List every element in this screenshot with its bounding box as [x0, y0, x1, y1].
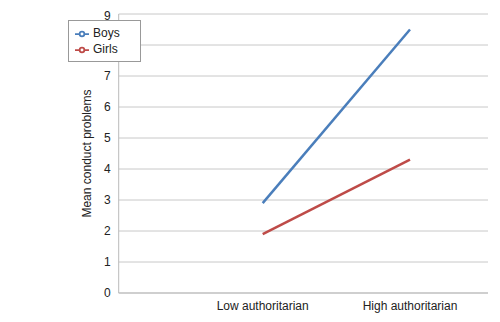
svg-text:Low authoritarian: Low authoritarian — [217, 299, 309, 313]
svg-text:6: 6 — [104, 100, 111, 114]
svg-text:0: 0 — [104, 286, 111, 300]
svg-text:7: 7 — [104, 69, 111, 83]
svg-text:8: 8 — [104, 38, 111, 52]
svg-text:2: 2 — [104, 224, 111, 238]
svg-text:4: 4 — [104, 162, 111, 176]
svg-text:9: 9 — [104, 9, 111, 23]
svg-text:1: 1 — [104, 255, 111, 269]
svg-text:Mean conduct problems: Mean conduct problems — [80, 89, 94, 217]
svg-text:5: 5 — [104, 131, 111, 145]
svg-text:High authoritarian: High authoritarian — [363, 299, 458, 313]
svg-text:3: 3 — [104, 193, 111, 207]
